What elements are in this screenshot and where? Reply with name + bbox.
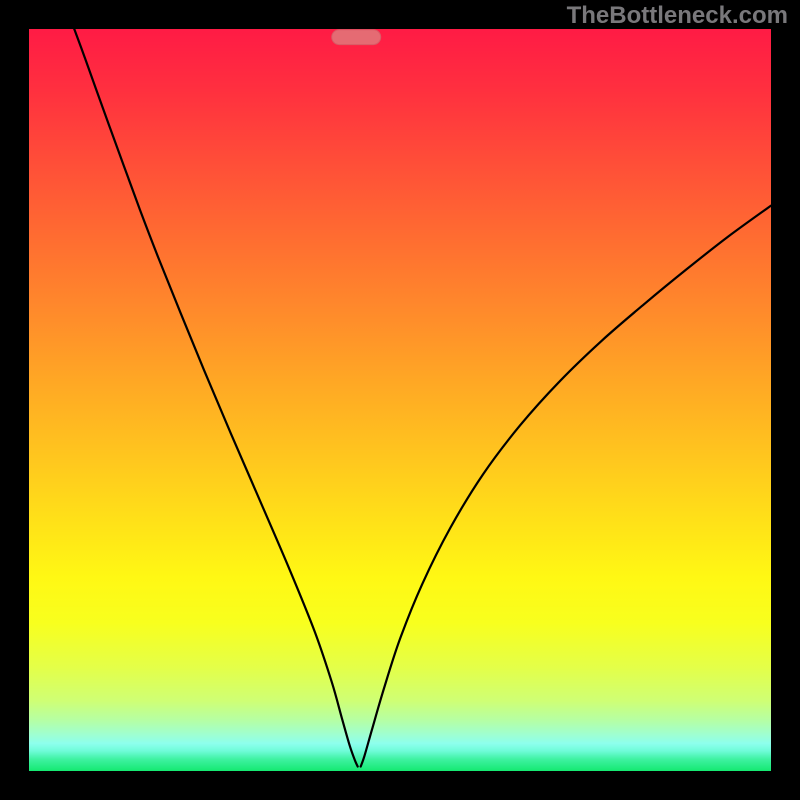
watermark-text: TheBottleneck.com	[567, 2, 788, 30]
bottleneck-curve-left	[74, 29, 357, 767]
chart-frame: TheBottleneck.com	[0, 0, 800, 800]
chart-svg	[0, 0, 800, 800]
bottleneck-curve-right	[361, 206, 771, 767]
minimum-marker	[332, 30, 381, 45]
